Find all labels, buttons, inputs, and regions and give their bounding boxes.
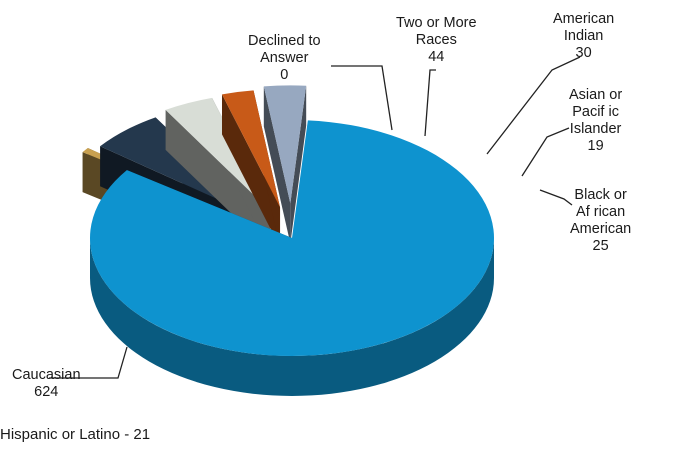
- slice-label-text: Islander: [569, 121, 622, 137]
- slice-label-text: Black or: [574, 187, 627, 203]
- pie-slice: [221, 90, 281, 248]
- slice-value-text: 25: [592, 238, 609, 254]
- slice-wall: [290, 85, 307, 244]
- slice-label-text: Asian or: [569, 87, 623, 103]
- slice-rim: [90, 238, 494, 396]
- leader-line: [49, 346, 128, 379]
- leader-line: [486, 56, 581, 155]
- slice-label-text: Af rican: [576, 204, 626, 220]
- slice-label-text: Answer: [260, 50, 309, 66]
- pie-slice: [89, 120, 494, 396]
- slice-label-text: Races: [415, 32, 457, 48]
- slice-top: [165, 97, 271, 211]
- slice-value-text: 0: [280, 67, 289, 83]
- slice-label-black: Black or Af rican American 25: [570, 187, 631, 255]
- slice-label-text: Indian: [563, 28, 604, 44]
- leader-line: [539, 189, 573, 206]
- slice-label-text: Pacif ic: [572, 104, 619, 120]
- slice-value-text: 30: [575, 45, 592, 61]
- slice-wall: [221, 94, 281, 248]
- leader-line: [521, 127, 570, 177]
- leader-line: [424, 69, 436, 137]
- slice-top: [89, 120, 494, 356]
- slice-label-text: Declined to: [248, 33, 321, 49]
- slice-label-two-or-more: Two or More Races 44: [396, 15, 477, 66]
- slice-label-american-indian: American Indian 30: [553, 11, 614, 62]
- slice-label-asian: Asian or Pacif ic Islander 19: [569, 87, 622, 155]
- slice-value-text: 19: [587, 138, 604, 154]
- slice-label-text: American: [553, 11, 615, 27]
- slice-label-text: Two or More: [396, 15, 477, 31]
- pie-slice: [263, 85, 307, 244]
- slice-top: [221, 90, 281, 208]
- slice-value-text: 44: [428, 49, 445, 65]
- slice-wall: [165, 109, 271, 251]
- slice-label-text: American: [570, 221, 632, 237]
- slice-wall: [263, 86, 291, 244]
- slice-label-caucasian: Caucasian 624: [12, 367, 81, 401]
- slice-top: [263, 85, 307, 204]
- footnote: Hispanic or Latino - 21: [0, 426, 151, 443]
- leader-line: [331, 65, 393, 131]
- slice-label-declined: Declined to Answer 0: [248, 33, 321, 84]
- slice-label-text: Caucasian: [12, 367, 81, 383]
- slice-value-text: 624: [34, 384, 59, 400]
